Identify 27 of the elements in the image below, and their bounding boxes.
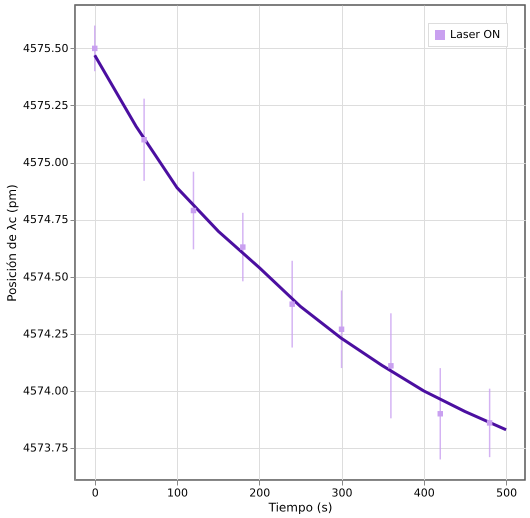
y-axis-title: Posición de λc (pm) — [5, 184, 20, 302]
y-tick-label: 4575.00 — [23, 156, 68, 170]
point — [141, 136, 147, 142]
y-tick-label: 4575.25 — [23, 98, 68, 112]
point — [240, 244, 246, 250]
x-tick-label: 300 — [332, 486, 353, 500]
x-tick-label: 0 — [92, 486, 99, 500]
point — [92, 46, 98, 52]
point — [388, 363, 394, 369]
y-tick-label: 4574.50 — [23, 270, 68, 284]
line-series — [93, 54, 508, 432]
x-tick-label: 100 — [167, 486, 188, 500]
y-tick-label: 4575.50 — [23, 42, 68, 55]
point — [438, 411, 444, 417]
point — [338, 326, 344, 332]
y-tick-label: 4574.25 — [23, 327, 68, 340]
y-tick-label: 4574.75 — [23, 213, 68, 226]
point — [289, 301, 295, 307]
x-tick-label: 400 — [414, 486, 435, 500]
x-tick-label: 200 — [249, 486, 270, 500]
point — [486, 420, 492, 426]
x-tick-label: 500 — [496, 486, 518, 500]
y-tick-label: 4574.00 — [23, 384, 68, 398]
point — [190, 208, 196, 214]
x-axis-title: Tiempo (s) — [268, 500, 332, 514]
legend-label: Laser ON — [450, 28, 500, 41]
y-tick-label: 4573.75 — [23, 442, 68, 455]
